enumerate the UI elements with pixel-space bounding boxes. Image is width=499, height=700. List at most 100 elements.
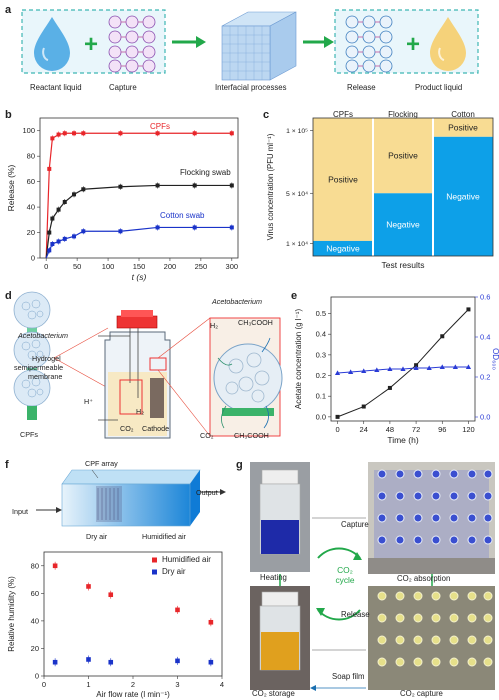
series-line-0 [337, 309, 469, 418]
x-tick-label: 24 [360, 425, 368, 434]
label-cathode: Cathode [142, 424, 170, 433]
plot-frame [330, 296, 476, 422]
label-membrane: membrane [28, 372, 63, 381]
data-point [86, 657, 91, 662]
data-point [229, 183, 234, 188]
y-tick-label: 0 [35, 672, 39, 681]
data-point [56, 239, 61, 244]
x-tick-label: 48 [386, 425, 394, 434]
legend-label: Humidified air [162, 555, 211, 564]
panel-label-b: b [5, 109, 12, 121]
column-header: Flocking [388, 110, 418, 119]
x-tick-label: 120 [462, 425, 475, 434]
data-point [155, 183, 160, 188]
y-tick-label: 0 [31, 254, 35, 263]
data-point [108, 592, 114, 598]
negative-cell [373, 193, 433, 256]
y-tick-label: 1 × 10⁵ [286, 128, 308, 135]
positive-cell [373, 118, 433, 194]
negative-cell [433, 136, 493, 256]
y-tick-label: 0.1 [316, 392, 326, 401]
label-interfacial-processes: Interfacial processes [215, 83, 287, 92]
y-tick-label: 100 [22, 126, 35, 135]
data-point [47, 166, 52, 171]
panel-g-photos [250, 462, 495, 691]
label-reactant-liquid: Reactant liquid [30, 83, 82, 92]
svg-text:+: + [84, 31, 98, 58]
data-point [155, 225, 160, 230]
y-axis-label: Acetate concentration (g l⁻¹) [294, 309, 303, 410]
data-point [52, 563, 58, 569]
data-point [387, 366, 393, 371]
x-axis-label: Test results [382, 260, 425, 270]
label-semipermeable: semipermeable [14, 363, 64, 372]
x-tick-label: 300 [226, 262, 239, 271]
label-co2-capture: CO₂ capture [400, 689, 443, 698]
data-point [56, 132, 61, 137]
negative-label: Negative [326, 243, 360, 253]
data-point [118, 184, 123, 189]
data-point [387, 385, 392, 390]
y-tick-label: 0.3 [316, 350, 326, 359]
y-tick-label: 0.2 [316, 371, 326, 380]
positive-label: Positive [388, 151, 418, 161]
x-tick-label: 50 [73, 262, 81, 271]
positive-label: Positive [328, 174, 358, 184]
label-co2-absorption: CO₂ absorption [397, 574, 451, 583]
y-tick-label: 0.4 [316, 330, 326, 339]
data-point [439, 364, 445, 369]
x-axis-label: t (s) [132, 272, 147, 282]
data-point [72, 131, 77, 136]
data-point [452, 364, 458, 369]
release-chart: 0 50 100 150 200 250 300 0 20 40 60 80 100 t (s) Relea… [6, 117, 239, 282]
label-co2-cycle: CO₂ cycle [330, 565, 360, 585]
data-point [334, 370, 341, 375]
y-tick-label: 80 [31, 561, 39, 570]
negative-label: Negative [446, 191, 480, 201]
data-point [62, 200, 67, 204]
label-co2-reactor: CO₂ [120, 424, 134, 433]
label-h2-reactor: H₂ [136, 407, 144, 416]
data-point [155, 131, 160, 136]
y-tick-label: 40 [31, 616, 39, 625]
panel-f-schematic [36, 469, 226, 527]
x-tick-label: 150 [133, 262, 146, 271]
negative-label: Negative [386, 220, 420, 230]
data-point [47, 248, 52, 253]
label-cpfs-d: CPFs [20, 430, 38, 439]
x-tick-label: 2 [131, 680, 135, 689]
data-point [192, 131, 197, 136]
column-header: CPFs [333, 110, 353, 119]
label-ch3cooh-top: CH₃COOH [238, 318, 273, 327]
y2-tick-label: 0.6 [480, 293, 490, 302]
label-dry-air: Dry air [86, 532, 108, 541]
x-tick-label: 250 [195, 262, 208, 271]
x-tick-label: 4 [220, 680, 224, 689]
x-tick-label: 3 [175, 680, 179, 689]
x-tick-label: 100 [102, 262, 115, 271]
label-output: Output [196, 488, 218, 497]
label-hplus: H⁺ [84, 397, 93, 406]
legend-marker [152, 557, 157, 563]
label-h2-zoom: H₂ [210, 321, 218, 330]
panel-d-schematic [13, 291, 283, 439]
label-product-liquid: Product liquid [415, 83, 463, 92]
label-release-g: Release [341, 610, 370, 619]
label-hydrogel: Hydrogel [32, 354, 61, 363]
y-tick-label: 80 [27, 152, 35, 161]
y-tick-label: 5 × 10⁴ [286, 191, 308, 198]
series-label: Flocking swab [180, 168, 231, 177]
data-point [56, 207, 61, 212]
data-point [50, 216, 55, 221]
y-tick-label: 20 [27, 228, 35, 237]
data-point [192, 225, 197, 230]
data-point [175, 607, 180, 613]
label-soap-film: Soap film [332, 672, 365, 681]
panel-label-c: c [263, 109, 270, 121]
panel-label-f: f [5, 459, 9, 471]
label-co2-storage: CO₂ storage [252, 689, 295, 698]
y-tick-label: 20 [31, 644, 39, 653]
label-capture: Capture [109, 83, 137, 92]
label-cpf-array: CPF array [85, 459, 118, 468]
